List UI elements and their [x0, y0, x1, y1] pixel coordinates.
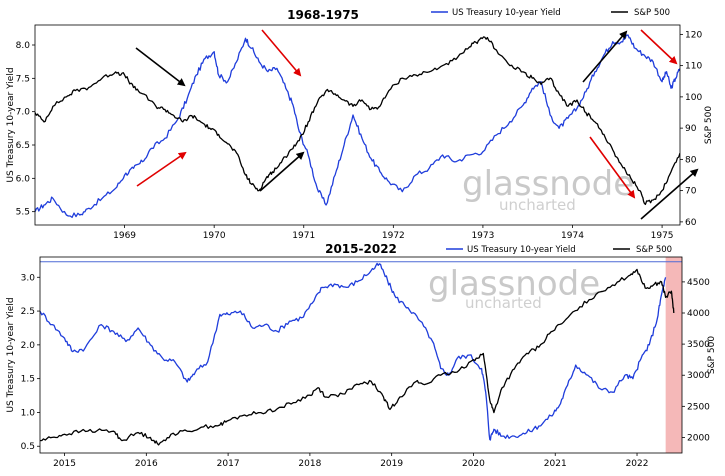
- legend: US Treasury 10-year Yield S&P 500: [431, 8, 670, 18]
- legend-label-sp500: S&P 500: [634, 8, 670, 18]
- y-tick-label: 6.0: [16, 174, 31, 184]
- y2-tick-label: 90: [685, 124, 697, 134]
- plot-frame: [39, 256, 683, 454]
- y-tick-label: 3.0: [21, 273, 36, 283]
- watermark: glassnode uncharted: [428, 264, 600, 312]
- y-axis-label-left: US Treasury 10-year Yield: [6, 67, 16, 182]
- red-arrow: [589, 136, 636, 199]
- y-tick-label: 7.0: [16, 108, 31, 118]
- black-arrow: [582, 30, 628, 83]
- x-tick-label: 1972: [382, 231, 405, 241]
- watermark-sub: uncharted: [499, 196, 576, 214]
- series-line-sp500: [35, 36, 680, 206]
- legend-label-yield: US Treasury 10-year Yield: [452, 8, 561, 18]
- red-arrow: [136, 151, 187, 187]
- x-tick-label: 1975: [651, 231, 674, 241]
- red-arrow: [261, 29, 302, 77]
- plot-lines: [40, 261, 682, 446]
- x-tick-label: 2018: [298, 459, 321, 469]
- y2-tick-label: 3500: [687, 340, 710, 350]
- red-arrow: [640, 29, 678, 65]
- legend-label-yield: US Treasury 10-year Yield: [467, 245, 576, 255]
- axes: 1969 1970 1971 1972 1973 1974 1975 5.5 6.0 6.5 7.0…: [16, 30, 703, 241]
- x-tick-label: 1970: [203, 231, 226, 241]
- x-tick-label: 2022: [626, 459, 649, 469]
- x-tick-label: 1971: [292, 231, 315, 241]
- y2-tick-label: 80: [685, 155, 697, 165]
- y-axis-label-right: S&P 500: [707, 336, 717, 374]
- x-tick-label: 2021: [544, 459, 567, 469]
- y2-tick-label: 4500: [687, 278, 710, 288]
- x-tick-label: 1969: [113, 231, 136, 241]
- y-tick-label: 7.5: [16, 74, 30, 84]
- y2-tick-label: 100: [685, 93, 702, 103]
- watermark-main: glassnode: [462, 164, 634, 204]
- y2-tick-label: 4000: [687, 309, 710, 319]
- y2-tick-label: 110: [685, 62, 702, 72]
- black-arrow: [640, 168, 699, 220]
- y-axis-label-right: S&P 500: [704, 106, 714, 144]
- y2-tick-label: 60: [685, 218, 697, 228]
- series-line-sp500: [40, 268, 675, 446]
- black-arrow: [135, 47, 186, 87]
- x-tick-label: 2017: [217, 459, 240, 469]
- watermark-main: glassnode: [428, 264, 600, 304]
- y-tick-label: 6.5: [16, 141, 30, 151]
- legend-label-sp500: S&P 500: [636, 245, 672, 255]
- y-tick-label: 8.0: [16, 41, 31, 51]
- legend: US Treasury 10-year Yield S&P 500: [446, 245, 672, 255]
- y-tick-label: 1.0: [21, 408, 36, 418]
- plot-frame: [34, 24, 681, 226]
- annotation-arrows: [135, 29, 699, 220]
- x-tick-label: 2015: [53, 459, 76, 469]
- y-tick-label: 0.5: [21, 442, 35, 452]
- y2-tick-label: 120: [685, 30, 702, 40]
- watermark: glassnode uncharted: [462, 164, 634, 214]
- x-tick-label: 1974: [561, 231, 584, 241]
- chart-title: 1968-1975: [287, 8, 359, 22]
- axes: 2015 2016 2017 2018 2019 2020 2021 2022 0.5 1.0 1.…: [21, 273, 711, 469]
- y-axis-label-left: US Treasury 10-year Yield: [6, 297, 16, 412]
- y-tick-label: 2.0: [21, 341, 36, 351]
- y2-tick-label: 2500: [687, 402, 710, 412]
- y-tick-label: 5.5: [16, 208, 30, 218]
- series-line-yield: [40, 262, 667, 441]
- highlight-band: [665, 257, 682, 453]
- shaded-region: [665, 257, 682, 453]
- x-tick-label: 1973: [471, 231, 494, 241]
- chart-2015-2022: 2015-2022 US Treasury 10-year Yield S&P …: [6, 242, 717, 469]
- y2-tick-label: 70: [685, 187, 697, 197]
- watermark-sub: uncharted: [465, 294, 542, 312]
- y2-tick-label: 3000: [687, 371, 710, 381]
- x-tick-label: 2016: [135, 459, 158, 469]
- black-arrow: [259, 151, 305, 192]
- x-tick-label: 2020: [462, 459, 485, 469]
- chart-title: 2015-2022: [325, 242, 397, 256]
- x-tick-label: 2019: [380, 459, 403, 469]
- chart-1968-1975: 1968-1975 US Treasury 10-year Yield S&P …: [6, 8, 714, 241]
- y-tick-label: 1.5: [21, 375, 35, 385]
- y-tick-label: 2.5: [21, 307, 35, 317]
- y2-tick-label: 2000: [687, 433, 710, 443]
